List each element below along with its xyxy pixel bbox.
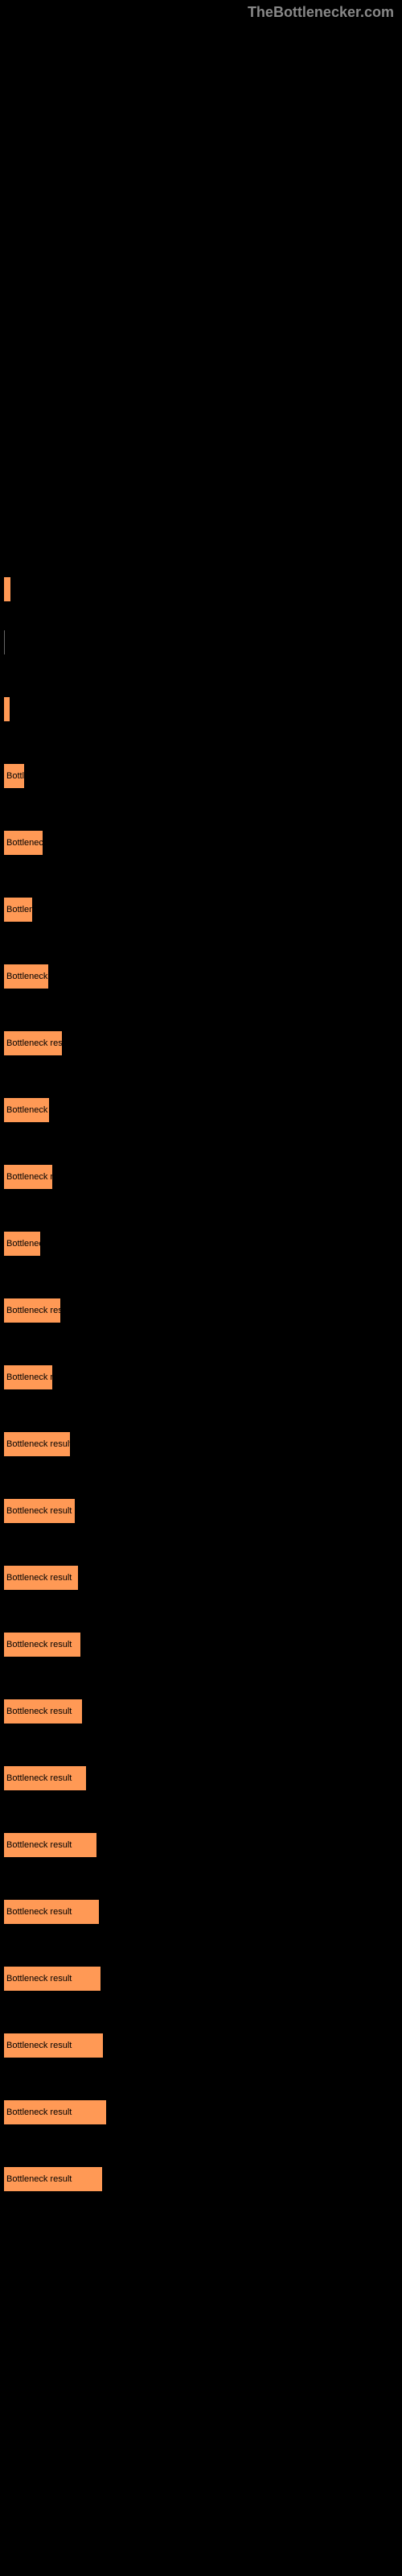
bar-label xyxy=(4,1686,402,1697)
bar-label xyxy=(4,1619,402,1630)
bar-label xyxy=(4,1953,402,1964)
bar-label xyxy=(4,1886,402,1897)
bar-chart: Bottle Bottleneck Bottlen Bottleneck r Bottl… xyxy=(0,564,402,2191)
bar-row: Bottleneck result xyxy=(4,2153,402,2191)
bar-label xyxy=(4,683,402,695)
chart-bar: Bottleneck result xyxy=(4,2167,102,2191)
bar-row: Bottleneck r xyxy=(4,951,402,989)
chart-bar: Bottleneck result xyxy=(4,1633,80,1657)
bar-row: Bottleneck resul xyxy=(4,1018,402,1055)
chart-bar: Bottleneck result xyxy=(4,1766,86,1790)
bar-row: Bottleneck result xyxy=(4,1953,402,1991)
bar-row: Bottleneck result xyxy=(4,2087,402,2124)
chart-bar: Bottleneck resul xyxy=(4,1031,62,1055)
divider-line xyxy=(4,630,6,654)
bar-label xyxy=(4,1552,402,1563)
bar-label xyxy=(4,2087,402,2098)
chart-bar xyxy=(4,577,10,601)
chart-bar: Bottleneck result xyxy=(4,1900,99,1924)
bar-row: Bottleneck result xyxy=(4,1619,402,1657)
bar-row: Bottleneck result xyxy=(4,1552,402,1590)
bar-row: Bottlenec xyxy=(4,1218,402,1256)
chart-bar: Bottle xyxy=(4,764,24,788)
chart-bar: Bottleneck r xyxy=(4,964,48,989)
chart-bar xyxy=(4,697,10,721)
bar-row: Bottleneck result xyxy=(4,1819,402,1857)
chart-bar: Bottleneck result xyxy=(4,1566,78,1590)
bar-label xyxy=(4,1352,402,1363)
bar-row: Bottleneck result xyxy=(4,1686,402,1724)
bar-label xyxy=(4,1819,402,1831)
bar-row: Bottleneck xyxy=(4,817,402,855)
bar-row xyxy=(4,564,402,601)
chart-bar: Bottleneck result xyxy=(4,1432,70,1456)
chart-bar: Bottlen xyxy=(4,898,32,922)
bar-label xyxy=(4,1485,402,1496)
bar-row: Bottleneck re xyxy=(4,1352,402,1389)
chart-bar: Bottleneck result xyxy=(4,1699,82,1724)
chart-bar: Bottleneck xyxy=(4,831,43,855)
bar-label xyxy=(4,1752,402,1764)
chart-bar: Bottleneck re xyxy=(4,1365,52,1389)
bar-label xyxy=(4,817,402,828)
bar-row: Bottle xyxy=(4,750,402,788)
bar-row: Bottleneck result xyxy=(4,1886,402,1924)
bar-row: Bottleneck result xyxy=(4,1752,402,1790)
bar-label xyxy=(4,2020,402,2031)
chart-bar: Bottleneck resu xyxy=(4,1298,60,1323)
bar-label xyxy=(4,1218,402,1229)
bar-row: Bottleneck r xyxy=(4,1084,402,1122)
bar-label xyxy=(4,2153,402,2165)
chart-bar: Bottleneck result xyxy=(4,2033,103,2058)
chart-bar: Bottleneck result xyxy=(4,1967,100,1991)
bar-row: Bottleneck result xyxy=(4,1485,402,1523)
bar-label xyxy=(4,750,402,762)
chart-bar: Bottleneck re xyxy=(4,1165,52,1189)
bar-label xyxy=(4,1084,402,1096)
chart-bar: Bottlenec xyxy=(4,1232,40,1256)
bar-label xyxy=(4,1285,402,1296)
bar-row xyxy=(4,683,402,721)
bar-label xyxy=(4,1018,402,1029)
bar-label xyxy=(4,884,402,895)
chart-bar: Bottleneck r xyxy=(4,1098,49,1122)
bar-label xyxy=(4,1151,402,1162)
bar-row: Bottleneck result xyxy=(4,1418,402,1456)
bar-label xyxy=(4,564,402,575)
chart-bar: Bottleneck result xyxy=(4,1833,96,1857)
bar-row: Bottleneck resu xyxy=(4,1285,402,1323)
bar-row: Bottlen xyxy=(4,884,402,922)
bar-row: Bottleneck re xyxy=(4,1151,402,1189)
chart-bar: Bottleneck result xyxy=(4,1499,75,1523)
chart-bar: Bottleneck result xyxy=(4,2100,106,2124)
bar-label xyxy=(4,951,402,962)
watermark-text: TheBottlenecker.com xyxy=(248,4,394,21)
bar-label xyxy=(4,1418,402,1430)
bar-row: Bottleneck result xyxy=(4,2020,402,2058)
